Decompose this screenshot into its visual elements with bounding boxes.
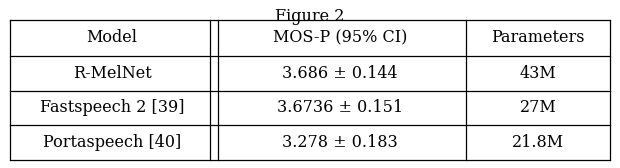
Text: MOS-P (95% CI): MOS-P (95% CI) [273, 30, 407, 47]
Text: Figure 2: Figure 2 [275, 8, 345, 25]
Text: Parameters: Parameters [491, 30, 585, 47]
Text: 43M: 43M [520, 65, 556, 82]
Text: R-MelNet: R-MelNet [73, 65, 151, 82]
Text: 3.686 ± 0.144: 3.686 ± 0.144 [282, 65, 398, 82]
Text: Portaspeech [40]: Portaspeech [40] [43, 134, 181, 151]
Text: 27M: 27M [520, 99, 556, 116]
Text: 3.6736 ± 0.151: 3.6736 ± 0.151 [277, 99, 403, 116]
Text: 3.278 ± 0.183: 3.278 ± 0.183 [282, 134, 398, 151]
Text: Fastspeech 2 [39]: Fastspeech 2 [39] [40, 99, 184, 116]
Text: 21.8M: 21.8M [512, 134, 564, 151]
Text: Model: Model [87, 30, 138, 47]
